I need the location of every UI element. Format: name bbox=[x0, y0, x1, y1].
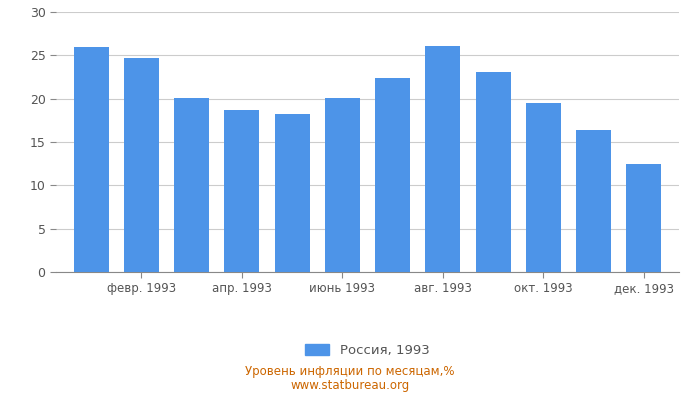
Bar bbox=[224, 110, 260, 272]
Bar bbox=[174, 98, 209, 272]
Bar bbox=[124, 58, 159, 272]
Bar bbox=[576, 130, 611, 272]
Bar bbox=[274, 114, 309, 272]
Text: Уровень инфляции по месяцам,%: Уровень инфляции по месяцам,% bbox=[245, 365, 455, 378]
Bar bbox=[74, 47, 108, 272]
Legend: Россия, 1993: Россия, 1993 bbox=[305, 344, 430, 357]
Bar bbox=[375, 78, 410, 272]
Bar bbox=[475, 72, 511, 272]
Text: www.statbureau.org: www.statbureau.org bbox=[290, 380, 410, 392]
Bar bbox=[325, 98, 360, 272]
Bar bbox=[426, 46, 461, 272]
Bar bbox=[526, 103, 561, 272]
Bar bbox=[626, 164, 662, 272]
